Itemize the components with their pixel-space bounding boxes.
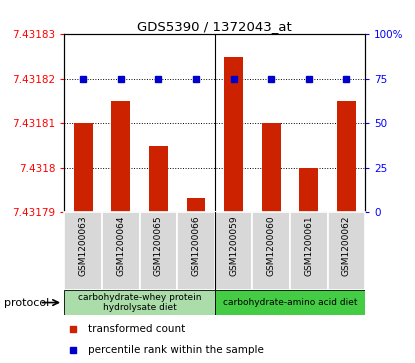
Text: GSM1200061: GSM1200061 <box>304 216 313 276</box>
Text: percentile rank within the sample: percentile rank within the sample <box>88 345 264 355</box>
Bar <box>177 212 215 290</box>
Text: GSM1200060: GSM1200060 <box>267 216 276 276</box>
Title: GDS5390 / 1372043_at: GDS5390 / 1372043_at <box>137 20 292 33</box>
Bar <box>64 212 102 290</box>
Bar <box>187 197 205 212</box>
Bar <box>74 123 93 212</box>
Bar <box>252 212 290 290</box>
Bar <box>139 212 177 290</box>
Bar <box>299 168 318 212</box>
Bar <box>64 290 215 315</box>
Bar <box>215 290 365 315</box>
Text: GSM1200066: GSM1200066 <box>191 216 200 276</box>
Text: protocol: protocol <box>4 298 49 307</box>
Bar <box>224 57 243 212</box>
Text: GSM1200059: GSM1200059 <box>229 216 238 276</box>
Text: transformed count: transformed count <box>88 323 186 334</box>
Bar <box>327 212 365 290</box>
Bar <box>215 212 252 290</box>
Bar <box>111 101 130 212</box>
Text: GSM1200065: GSM1200065 <box>154 216 163 276</box>
Bar <box>102 212 139 290</box>
Bar <box>262 123 281 212</box>
Text: GSM1200063: GSM1200063 <box>78 216 88 276</box>
Text: carbohydrate-whey protein
hydrolysate diet: carbohydrate-whey protein hydrolysate di… <box>78 293 201 312</box>
Bar <box>149 146 168 212</box>
Text: GSM1200062: GSM1200062 <box>342 216 351 276</box>
Text: carbohydrate-amino acid diet: carbohydrate-amino acid diet <box>223 298 357 307</box>
Text: GSM1200064: GSM1200064 <box>116 216 125 276</box>
Bar <box>290 212 327 290</box>
Bar <box>337 101 356 212</box>
